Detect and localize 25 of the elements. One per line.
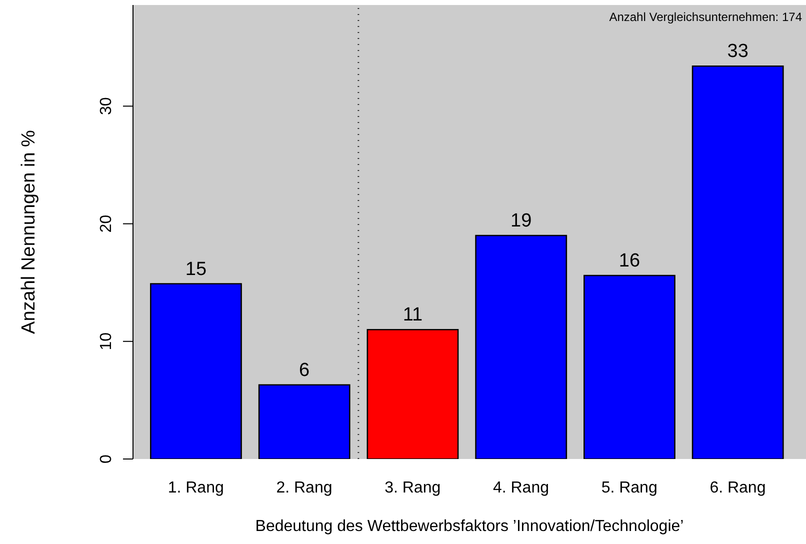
data-label: 19 xyxy=(510,210,532,232)
x-tick-label: 3. Rang xyxy=(384,479,441,496)
bar xyxy=(258,384,350,459)
data-label: 33 xyxy=(727,41,748,62)
bar xyxy=(150,283,242,459)
x-tick-label: 2. Rang xyxy=(276,479,332,496)
x-tick-label: 4. Rang xyxy=(492,479,549,496)
y-tick-label: 20 xyxy=(98,214,115,233)
data-label: 6 xyxy=(299,360,310,381)
y-tick-label: 0 xyxy=(98,454,115,464)
x-tick-label: 5. Rang xyxy=(601,479,658,496)
bar xyxy=(366,328,459,459)
bar xyxy=(584,274,676,459)
y-tick-label: 30 xyxy=(98,97,115,116)
data-label: 15 xyxy=(185,258,207,280)
x-tick-label: 6. Rang xyxy=(710,479,766,496)
annotation: Anzahl Vergleichsunternehmen: 174 xyxy=(609,10,802,24)
x-tick-label: 1. Rang xyxy=(168,479,224,496)
bar xyxy=(692,66,784,459)
data-label: 11 xyxy=(402,304,423,326)
bar xyxy=(475,234,568,459)
y-axis-title: Anzahl Nennungen in % xyxy=(18,130,40,334)
y-tick-label: 10 xyxy=(98,332,115,350)
x-axis-title: Bedeutung des Wettbewerbsfaktors ’Innovation/Technologie’ xyxy=(254,518,685,536)
data-label: 16 xyxy=(618,250,640,272)
